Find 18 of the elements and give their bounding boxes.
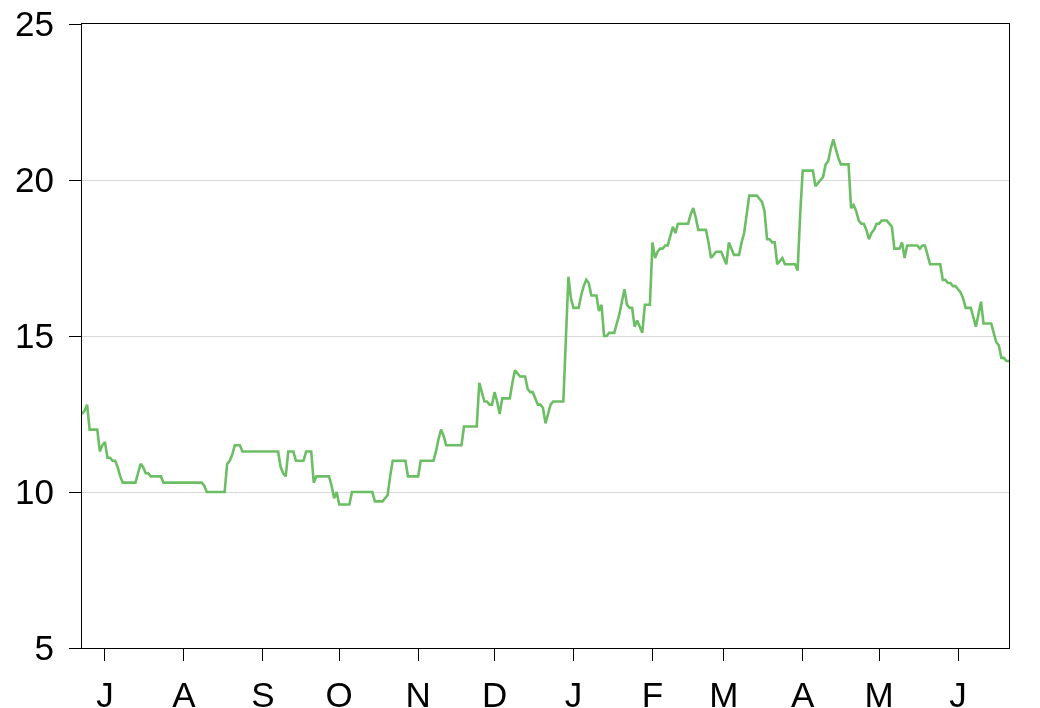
y-tick-label: 25 xyxy=(15,4,54,44)
x-tick-label: J xyxy=(96,675,114,708)
y-tick-label: 20 xyxy=(15,160,54,200)
x-tick-label: S xyxy=(251,675,275,708)
y-tick-label: 5 xyxy=(34,628,54,668)
x-tick-label: N xyxy=(405,675,431,708)
x-tick-label: A xyxy=(791,675,816,708)
x-tick-label: M xyxy=(709,675,739,708)
x-tick-label: D xyxy=(481,675,508,708)
x-tick-label: A xyxy=(172,675,197,708)
x-tick-label: M xyxy=(864,675,894,708)
y-tick-label: 15 xyxy=(15,316,54,356)
line-series xyxy=(82,138,1009,506)
x-tick-label: J xyxy=(949,675,967,708)
x-tick-label: J xyxy=(564,675,583,708)
x-tick-label: F xyxy=(641,675,664,708)
y-tick-label: 10 xyxy=(15,472,54,512)
x-tick-label: O xyxy=(325,675,353,708)
